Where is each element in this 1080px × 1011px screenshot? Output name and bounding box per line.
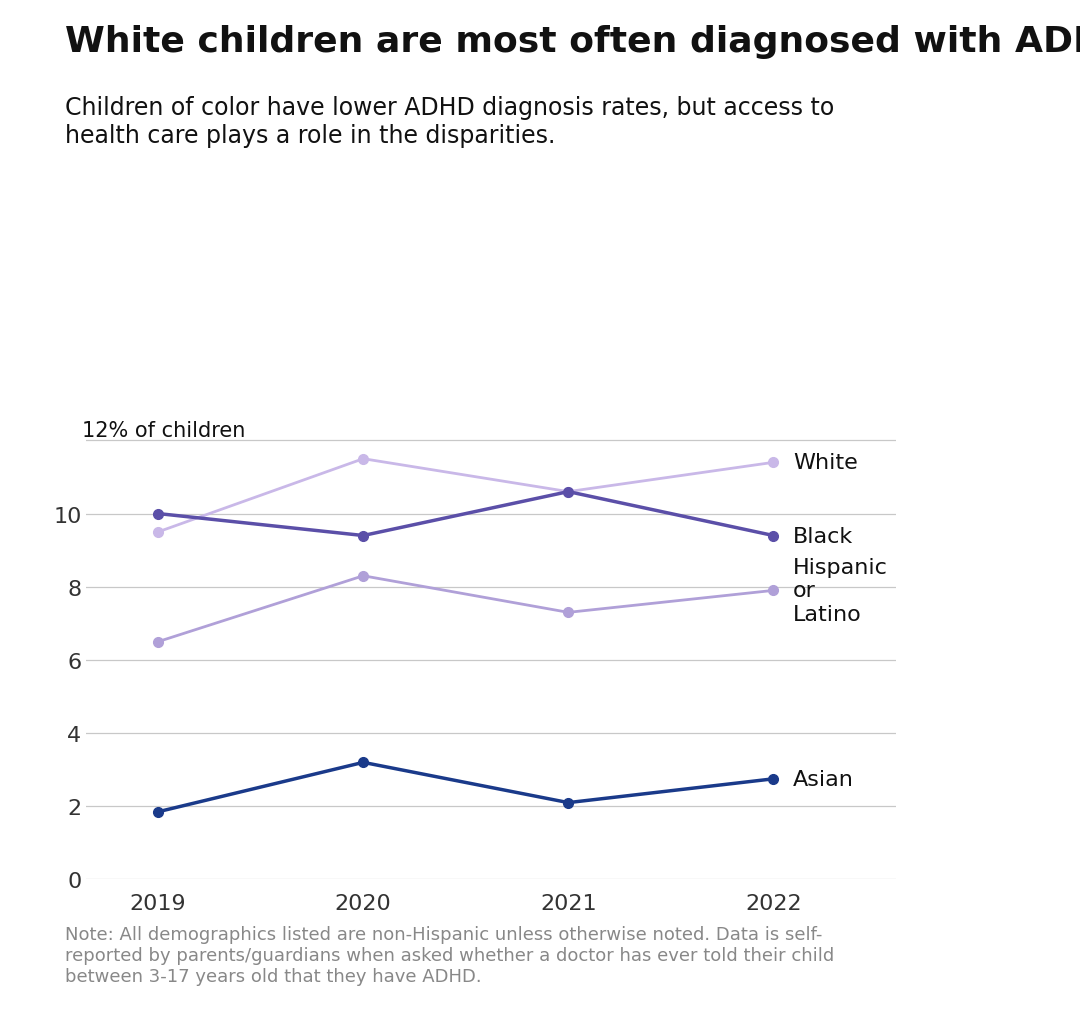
Text: Asian: Asian [793,769,853,789]
Text: White: White [793,453,858,473]
Text: Black: Black [793,526,853,546]
Text: White children are most often diagnosed with ADHD: White children are most often diagnosed … [65,25,1080,60]
Text: Hispanic
or
Latino: Hispanic or Latino [793,558,888,624]
Text: 12% of children: 12% of children [82,421,246,441]
Text: Note: All demographics listed are non-Hispanic unless otherwise noted. Data is s: Note: All demographics listed are non-Hi… [65,925,834,985]
Text: Children of color have lower ADHD diagnosis rates, but access to
health care pla: Children of color have lower ADHD diagno… [65,96,834,148]
